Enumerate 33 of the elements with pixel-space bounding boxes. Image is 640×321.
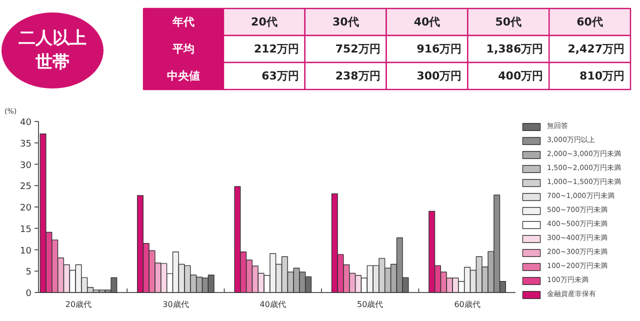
- text: 20代: [251, 16, 278, 28]
- text: 50代: [495, 16, 522, 28]
- text: 916万円: [416, 42, 462, 56]
- x-tick-label: 60歳代: [454, 300, 480, 309]
- text: 30代: [332, 16, 359, 28]
- y-tick-label: 10: [20, 246, 32, 256]
- text: 63万円: [262, 70, 299, 82]
- y-tick-label: 0: [26, 289, 32, 299]
- text: 年代: [172, 16, 194, 28]
- y-tick-label: 35: [20, 139, 32, 150]
- text: 平均: [172, 42, 194, 56]
- y-tick-label: 20: [20, 204, 32, 214]
- text: 212万円: [254, 42, 299, 56]
- y-tick-label: 30: [20, 160, 32, 171]
- x-tick-label: 30歳代: [162, 300, 189, 309]
- text: 810万円: [580, 70, 625, 82]
- text: 60代: [576, 16, 603, 28]
- y-tick-label: 40: [20, 118, 32, 128]
- text: 1,386万円: [486, 42, 544, 56]
- chart-title: 二人以上世帯: [18, 28, 86, 72]
- x-tick-label: 40歳代: [260, 300, 286, 309]
- text: 中央値: [167, 70, 200, 82]
- x-tick-label: 20歳代: [65, 300, 92, 309]
- x-tick-label: 50歳代: [357, 300, 384, 309]
- text: 752万円: [335, 42, 380, 56]
- y-tick-label: 25: [20, 182, 32, 192]
- y-tick-label: 5: [26, 268, 32, 278]
- text: 400万円: [498, 70, 544, 82]
- text: 238万円: [335, 70, 380, 82]
- text: 2,427万円: [568, 42, 625, 56]
- text: 300万円: [416, 70, 462, 82]
- y-tick-label: 15: [20, 224, 32, 235]
- text: 40代: [414, 16, 440, 28]
